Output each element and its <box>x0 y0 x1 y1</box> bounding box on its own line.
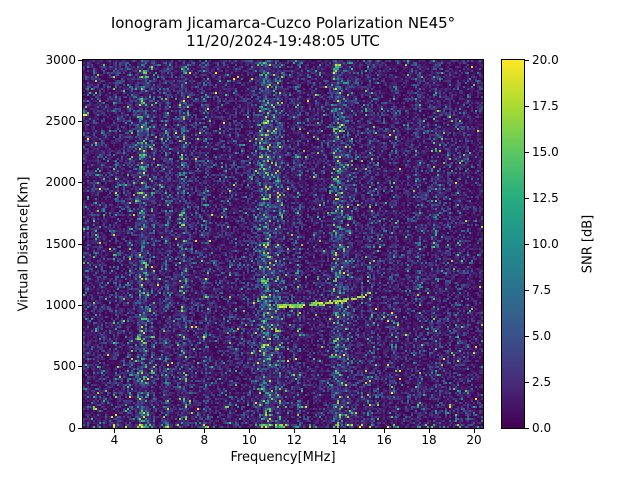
y-tick-label: 500 <box>53 359 76 374</box>
y-tick-mark <box>78 366 82 368</box>
colorbar-tick-label: 10.0 <box>532 236 559 251</box>
x-tick-label: 10 <box>241 433 257 447</box>
colorbar-canvas <box>502 60 524 428</box>
colorbar-tick-mark <box>525 243 529 245</box>
x-tick-label: 18 <box>421 433 437 447</box>
y-tick-mark <box>78 427 82 429</box>
colorbar-tick-mark <box>525 151 529 153</box>
y-tick-label: 2000 <box>45 175 76 190</box>
chart-title: Ionogram Jicamarca-Cuzco Polarization NE… <box>110 14 456 32</box>
colorbar-tick-label: 17.5 <box>532 98 559 113</box>
colorbar-tick-label: 12.5 <box>532 190 559 205</box>
x-tick-mark <box>473 429 475 433</box>
chart-subtitle: 11/20/2024-19:48:05 UTC <box>186 32 380 50</box>
x-tick-label: 8 <box>200 433 209 447</box>
colorbar-tick-mark <box>525 427 529 429</box>
y-tick-mark <box>78 59 82 61</box>
x-tick-mark <box>158 429 160 433</box>
colorbar-tick-label: 5.0 <box>532 328 552 343</box>
x-axis-label: Frequency[MHz] <box>230 450 336 465</box>
colorbar <box>501 59 525 429</box>
x-tick-mark <box>113 429 115 433</box>
x-tick-label: 14 <box>331 433 347 447</box>
colorbar-tick-mark <box>525 289 529 291</box>
colorbar-tick-label: 7.5 <box>532 282 552 297</box>
x-tick-label: 4 <box>110 433 119 447</box>
colorbar-tick-mark <box>525 335 529 337</box>
x-tick-mark <box>338 429 340 433</box>
y-tick-label: 1500 <box>45 236 76 251</box>
x-tick-mark <box>383 429 385 433</box>
x-tick-mark <box>428 429 430 433</box>
y-tick-mark <box>78 304 82 306</box>
x-tick-mark <box>203 429 205 433</box>
x-tick-mark <box>293 429 295 433</box>
colorbar-tick-mark <box>525 381 529 383</box>
y-tick-mark <box>78 182 82 184</box>
colorbar-tick-mark <box>525 59 529 61</box>
x-tick-label: 16 <box>376 433 392 447</box>
y-axis-label: Virtual Distance[Km] <box>16 176 32 312</box>
colorbar-tick-mark <box>525 105 529 107</box>
y-tick-label: 3000 <box>45 52 76 67</box>
y-tick-label: 2500 <box>45 113 76 128</box>
colorbar-tick-label: 0.0 <box>532 420 552 435</box>
y-tick-label: 1000 <box>45 297 76 312</box>
colorbar-tick-label: 15.0 <box>532 144 559 159</box>
plot-area <box>82 59 484 429</box>
colorbar-label: SNR [dB] <box>580 214 596 274</box>
x-tick-label: 20 <box>466 433 482 447</box>
colorbar-tick-label: 20.0 <box>532 52 559 67</box>
y-tick-mark <box>78 120 82 122</box>
y-tick-label: 0 <box>68 420 76 435</box>
x-tick-label: 12 <box>286 433 302 447</box>
colorbar-tick-label: 2.5 <box>532 374 552 389</box>
x-tick-mark <box>248 429 250 433</box>
colorbar-tick-mark <box>525 197 529 199</box>
y-tick-mark <box>78 243 82 245</box>
heatmap-canvas <box>83 60 483 428</box>
x-tick-label: 6 <box>155 433 164 447</box>
